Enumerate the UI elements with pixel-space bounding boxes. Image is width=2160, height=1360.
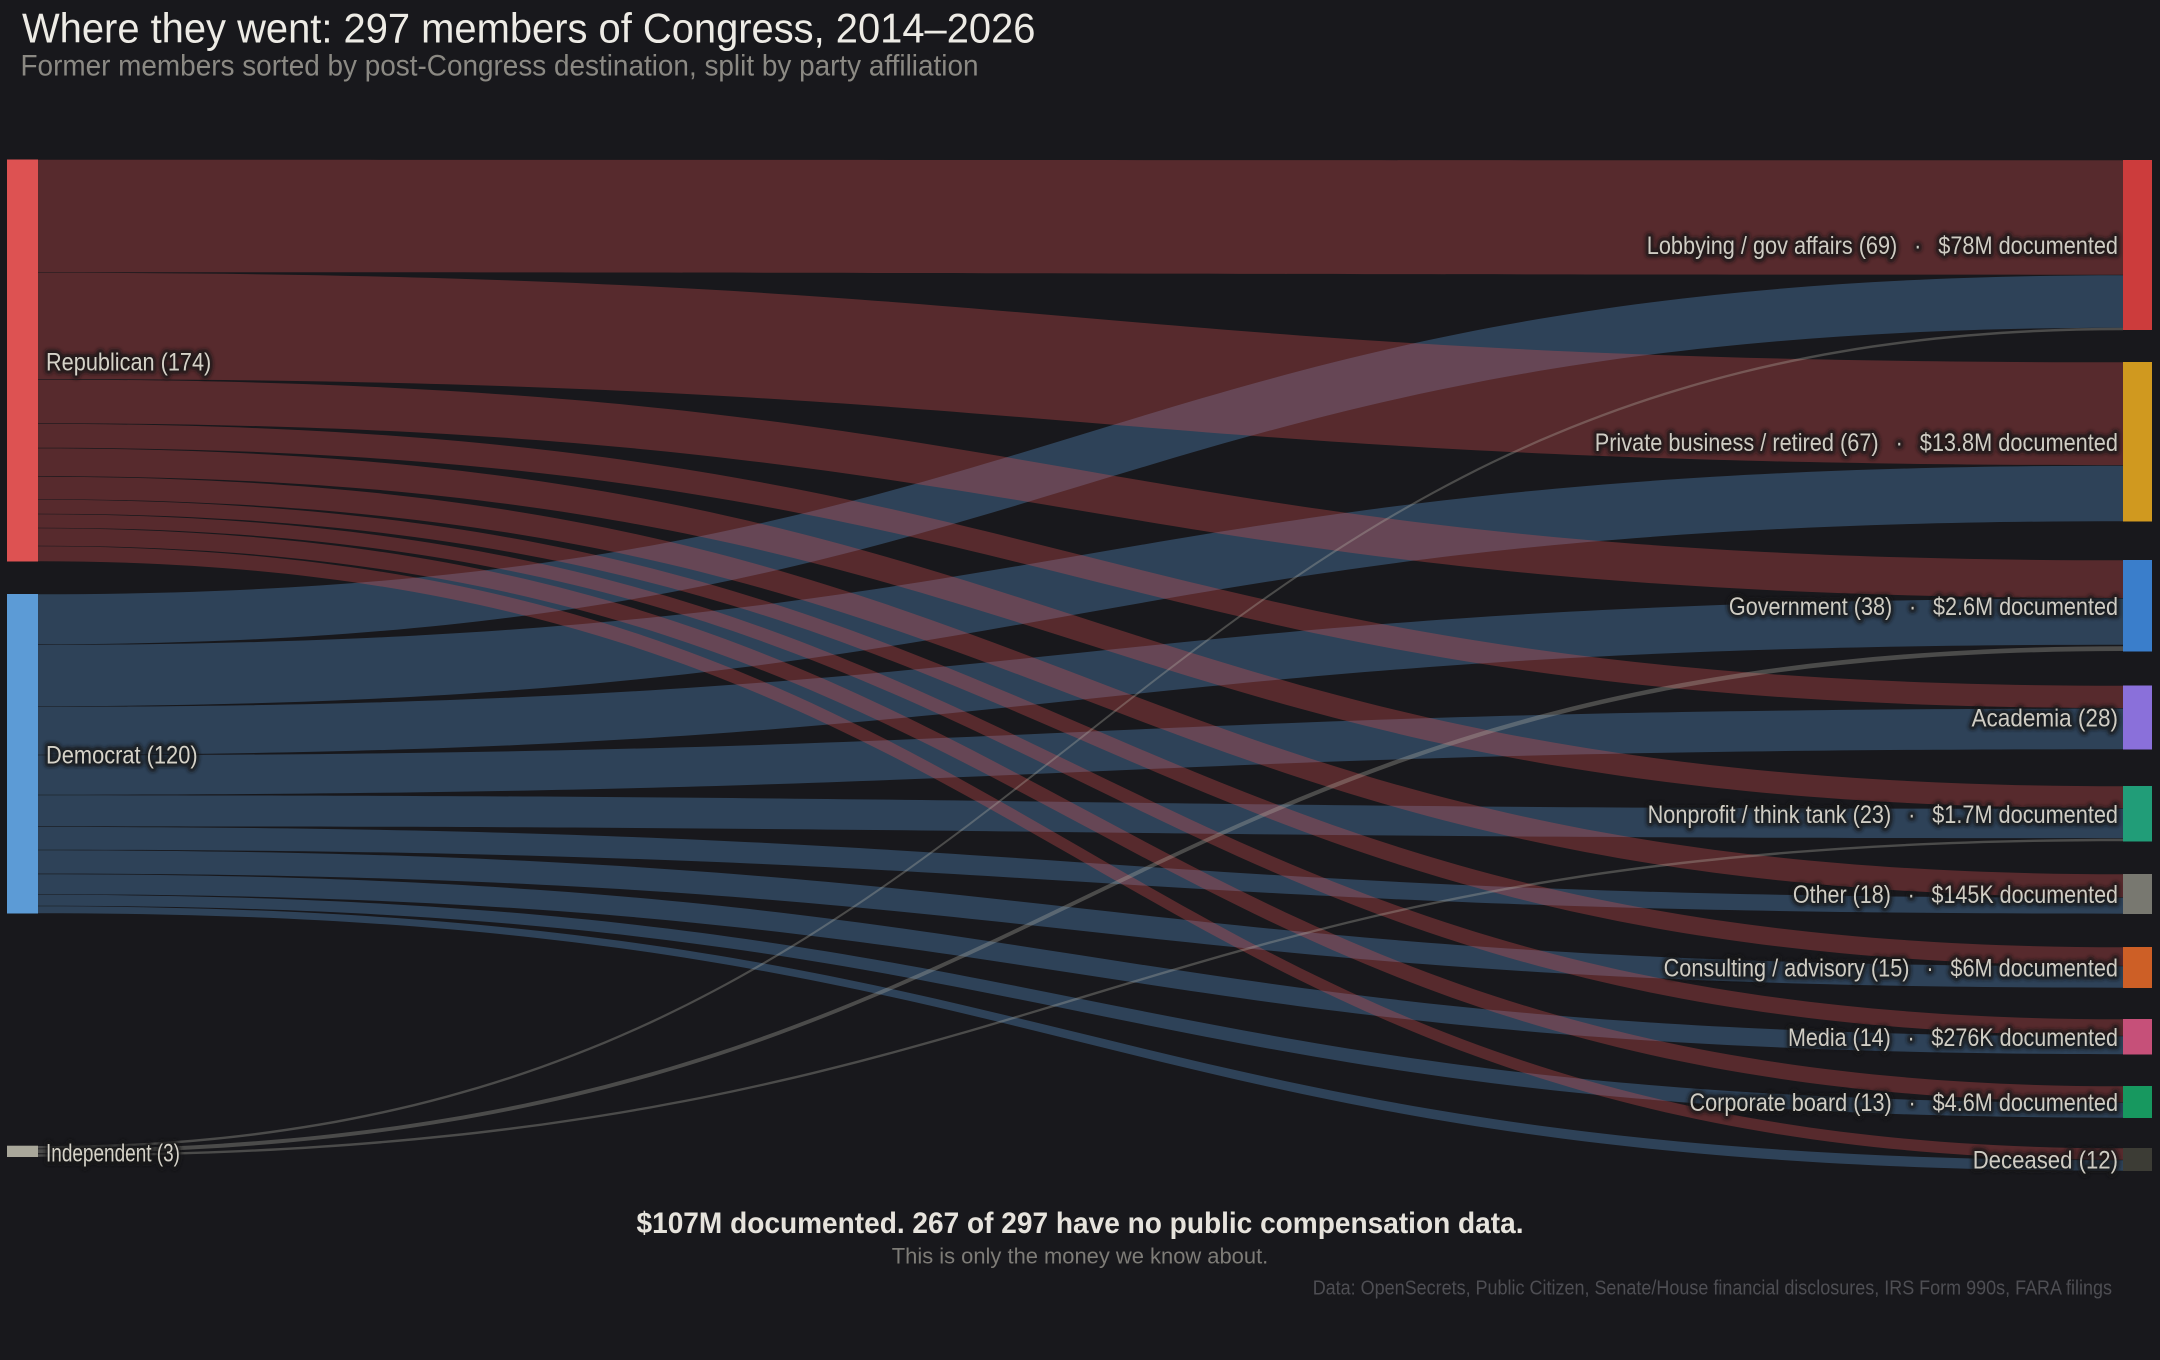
svg-text:Academia (28): Academia (28) [1972, 705, 2119, 733]
svg-text:$107M documented. 267 of 297 h: $107M documented. 267 of 297 have no pub… [637, 1207, 1524, 1240]
svg-text:Independent (3): Independent (3) [46, 1139, 180, 1167]
svg-text:Media (14) · $276K documente: Media (14) · $276K documented [1788, 1024, 2118, 1052]
svg-text:Media (14) · $276K documente: Media (14) · $276K documented [1788, 1024, 2118, 1052]
svg-text:Government (38) · $2.6M docu: Government (38) · $2.6M documented [1729, 593, 2118, 621]
svg-text:This is only the money we know: This is only the money we know about. [892, 1244, 1269, 1269]
svg-text:Corporate board (13) · $4.6M: Corporate board (13) · $4.6M documented [1690, 1089, 2119, 1117]
svg-text:Deceased (12): Deceased (12) [1973, 1147, 2118, 1175]
svg-text:Democrat (120): Democrat (120) [46, 742, 198, 770]
svg-text:Data: OpenSecrets, Public Citi: Data: OpenSecrets, Public Citizen, Senat… [1313, 1277, 2112, 1299]
svg-text:Republican (174): Republican (174) [46, 348, 211, 376]
svg-text:Former members sorted by post-: Former members sorted by post-Congress d… [21, 50, 979, 83]
svg-text:Where they went: 297 members o: Where they went: 297 members of Congress… [22, 4, 1036, 51]
svg-text:Other (18) · $145K documente: Other (18) · $145K documented [1793, 881, 2118, 909]
svg-text:Private business / retired (67: Private business / retired (67) · $13.8M… [1595, 429, 2118, 457]
svg-text:Academia (28): Academia (28) [1972, 705, 2119, 733]
svg-text:Corporate board (13) · $4.6M: Corporate board (13) · $4.6M documented [1690, 1089, 2119, 1117]
svg-text:Lobbying / gov affairs (69) ·: Lobbying / gov affairs (69) · $78M docum… [1647, 232, 2118, 260]
svg-text:Independent (3): Independent (3) [46, 1139, 180, 1167]
svg-text:Democrat (120): Democrat (120) [46, 742, 198, 770]
svg-text:Lobbying / gov affairs (69) ·: Lobbying / gov affairs (69) · $78M docum… [1647, 232, 2118, 260]
svg-text:Other (18) · $145K documente: Other (18) · $145K documented [1793, 881, 2118, 909]
svg-text:Private business / retired (67: Private business / retired (67) · $13.8M… [1595, 429, 2118, 457]
svg-text:Nonprofit / think tank (23) ·: Nonprofit / think tank (23) · $1.7M docu… [1648, 801, 2118, 829]
svg-text:Government (38) · $2.6M docu: Government (38) · $2.6M documented [1729, 593, 2118, 621]
svg-text:Nonprofit / think tank (23) ·: Nonprofit / think tank (23) · $1.7M docu… [1648, 801, 2118, 829]
svg-text:Republican (174): Republican (174) [46, 348, 211, 376]
svg-text:Consulting / advisory (15) ·: Consulting / advisory (15) · $6M documen… [1664, 955, 2118, 983]
svg-text:Deceased (12): Deceased (12) [1973, 1147, 2118, 1175]
svg-text:Consulting / advisory (15) ·: Consulting / advisory (15) · $6M documen… [1664, 955, 2118, 983]
